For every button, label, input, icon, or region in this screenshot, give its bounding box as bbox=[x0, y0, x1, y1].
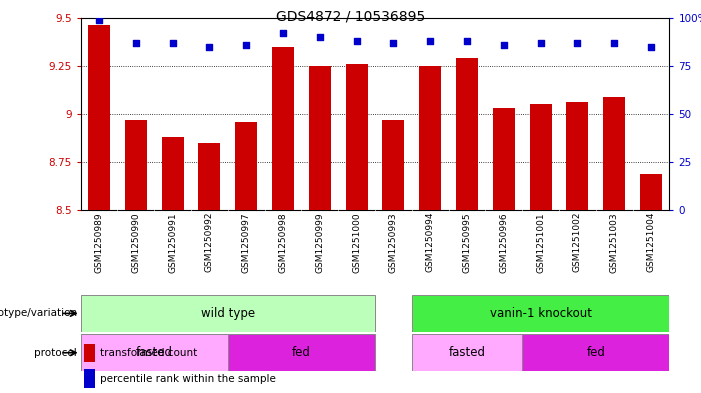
Text: GSM1250996: GSM1250996 bbox=[499, 212, 508, 272]
Point bbox=[646, 43, 657, 50]
Bar bbox=[236, 122, 257, 210]
Point bbox=[388, 40, 399, 46]
Bar bbox=[125, 120, 147, 210]
Bar bbox=[84, 369, 95, 387]
Point bbox=[351, 38, 362, 44]
Bar bbox=[640, 174, 662, 210]
Bar bbox=[412, 295, 669, 332]
Point bbox=[278, 30, 289, 36]
Text: fasted: fasted bbox=[449, 346, 486, 359]
Bar bbox=[383, 120, 404, 210]
Text: GSM1251003: GSM1251003 bbox=[610, 212, 619, 272]
Text: GSM1251000: GSM1251000 bbox=[352, 212, 361, 272]
Point bbox=[314, 34, 325, 40]
Text: GSM1250992: GSM1250992 bbox=[205, 212, 214, 272]
Point bbox=[425, 38, 436, 44]
Text: GSM1250999: GSM1250999 bbox=[315, 212, 325, 272]
Text: GSM1250997: GSM1250997 bbox=[242, 212, 251, 272]
Bar bbox=[272, 46, 294, 210]
Text: percentile rank within the sample: percentile rank within the sample bbox=[100, 374, 276, 384]
Text: protocol: protocol bbox=[34, 348, 77, 358]
Bar bbox=[228, 334, 375, 371]
Bar bbox=[566, 103, 588, 210]
Text: GDS4872 / 10536895: GDS4872 / 10536895 bbox=[276, 10, 425, 24]
Text: vanin-1 knockout: vanin-1 knockout bbox=[489, 307, 592, 320]
Text: transformed count: transformed count bbox=[100, 348, 197, 358]
Bar bbox=[161, 137, 184, 210]
Bar bbox=[522, 334, 669, 371]
Point bbox=[204, 43, 215, 50]
Bar bbox=[81, 295, 375, 332]
Point bbox=[130, 40, 142, 46]
Text: GSM1251002: GSM1251002 bbox=[573, 212, 582, 272]
Point bbox=[240, 42, 252, 48]
Bar bbox=[493, 108, 515, 210]
Bar bbox=[81, 334, 228, 371]
Point bbox=[461, 38, 472, 44]
Bar bbox=[346, 64, 367, 210]
Point bbox=[93, 17, 104, 23]
Point bbox=[535, 40, 546, 46]
Bar bbox=[456, 58, 478, 210]
Point bbox=[498, 42, 510, 48]
Text: GSM1250990: GSM1250990 bbox=[131, 212, 140, 272]
Bar bbox=[84, 343, 95, 362]
Text: GSM1250995: GSM1250995 bbox=[463, 212, 472, 272]
Text: GSM1250991: GSM1250991 bbox=[168, 212, 177, 272]
Text: GSM1250989: GSM1250989 bbox=[95, 212, 104, 272]
Text: GSM1250994: GSM1250994 bbox=[426, 212, 435, 272]
Bar bbox=[198, 143, 221, 210]
Point bbox=[167, 40, 178, 46]
Text: GSM1251001: GSM1251001 bbox=[536, 212, 545, 272]
Bar bbox=[308, 66, 331, 210]
Point bbox=[572, 40, 583, 46]
Text: fed: fed bbox=[292, 346, 311, 359]
Text: GSM1251004: GSM1251004 bbox=[646, 212, 655, 272]
Text: fed: fed bbox=[587, 346, 605, 359]
Point bbox=[608, 40, 620, 46]
Text: wild type: wild type bbox=[200, 307, 255, 320]
Text: fasted: fasted bbox=[136, 346, 172, 359]
Bar bbox=[529, 104, 552, 210]
Bar bbox=[412, 334, 522, 371]
Bar bbox=[419, 66, 442, 210]
Bar bbox=[88, 26, 110, 210]
Text: GSM1250998: GSM1250998 bbox=[278, 212, 287, 272]
Bar bbox=[603, 97, 625, 210]
Text: genotype/variation: genotype/variation bbox=[0, 309, 77, 318]
Text: GSM1250993: GSM1250993 bbox=[389, 212, 398, 272]
